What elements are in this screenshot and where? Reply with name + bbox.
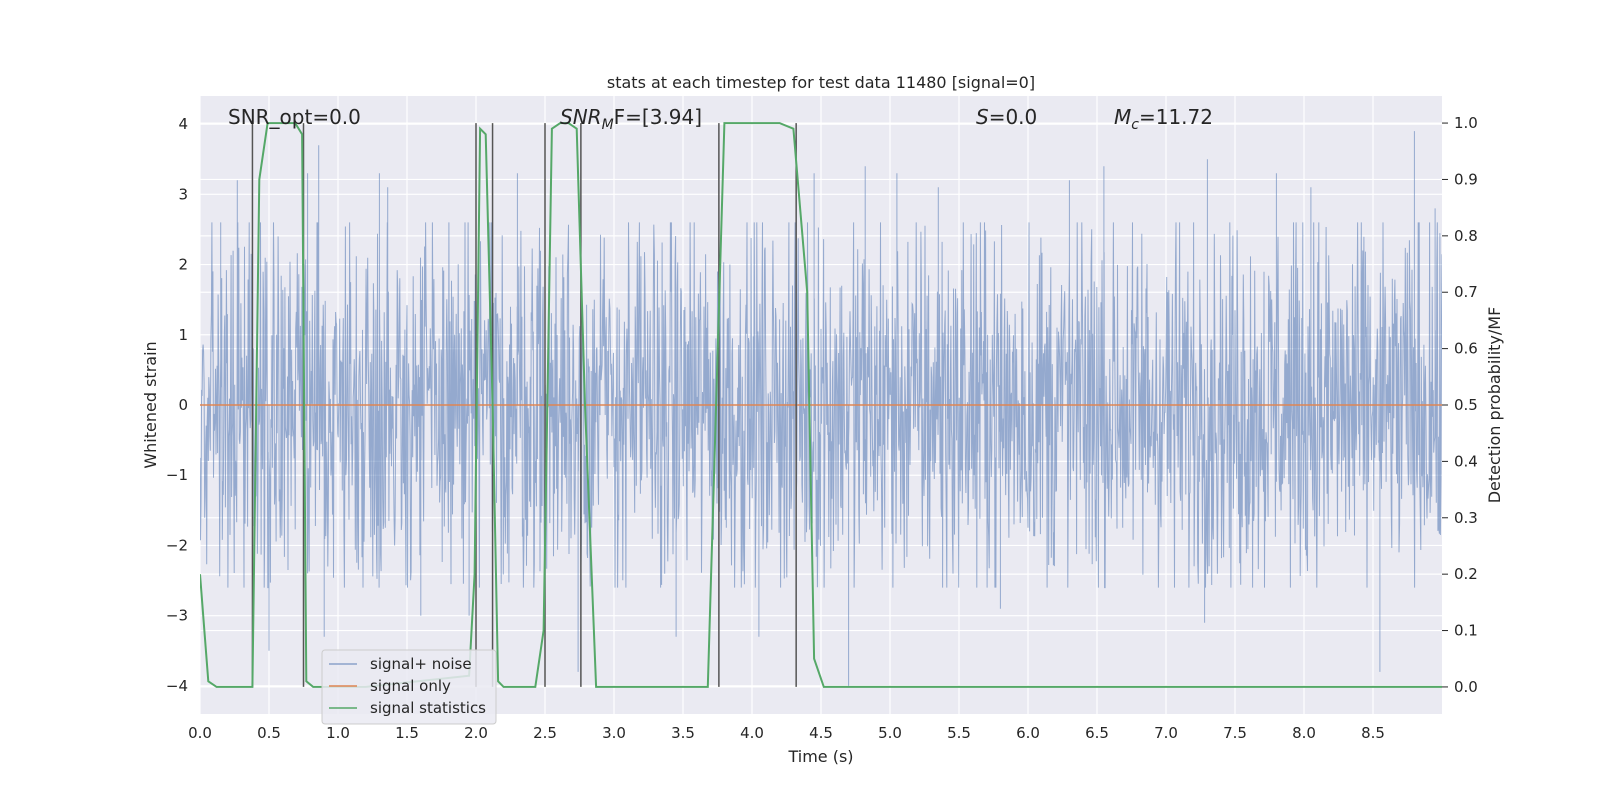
x-axis-ticks: 0.0 0.5 1.0 1.5 2.0 2.5 3.0 3.5 4.0 4.5 5.0 5.5 6.0 6… xyxy=(188,724,1385,742)
legend-box xyxy=(321,649,497,725)
y-tick-label: 4 xyxy=(178,115,188,133)
mc-subscript: c xyxy=(1131,117,1139,133)
y-tick-label: −1 xyxy=(166,466,188,484)
y-tick-label: 3 xyxy=(178,185,188,203)
y2-tick-label: 0.7 xyxy=(1454,283,1478,301)
y2-tick-label: 0.2 xyxy=(1454,565,1478,583)
x-tick-label: 3.0 xyxy=(602,724,626,742)
y2-tick-label: 0.0 xyxy=(1454,678,1478,696)
x-tick-label: 2.0 xyxy=(464,724,488,742)
annotation-snr-mf: SNRMF=[3.94] xyxy=(560,105,702,133)
x-tick-label: 8.0 xyxy=(1292,724,1316,742)
y2-axis-ticks: 0.0 0.1 0.2 0.3 0.4 0.5 0.6 0.7 0.8 0.9 1.0 xyxy=(1442,114,1478,696)
annotation-mc: Mc=11.72 xyxy=(1114,105,1213,133)
legend-label-signal: signal only xyxy=(370,677,451,695)
y2-tick-label: 0.3 xyxy=(1454,509,1478,527)
x-tick-label: 1.0 xyxy=(326,724,350,742)
y-tick-label: 0 xyxy=(178,396,188,414)
signal-statistics-line xyxy=(200,122,1442,688)
x-tick-label: 5.5 xyxy=(947,724,971,742)
x-tick-label: 7.5 xyxy=(1223,724,1247,742)
y-tick-label: −3 xyxy=(166,607,188,625)
x-tick-label: 2.5 xyxy=(533,724,557,742)
y-axis-label: Whitened strain xyxy=(141,341,160,468)
x-tick-label: 3.5 xyxy=(671,724,695,742)
s-rest: =0.0 xyxy=(989,105,1038,129)
x-axis-label: Time (s) xyxy=(787,747,853,766)
y2-tick-label: 0.9 xyxy=(1454,170,1478,188)
y2-tick-label: 0.8 xyxy=(1454,227,1478,245)
snr-mf-symbol: SNR xyxy=(560,105,602,129)
y2-tick-label: 0.4 xyxy=(1454,452,1478,470)
annotation-s: S=0.0 xyxy=(976,105,1037,129)
x-tick-label: 7.0 xyxy=(1154,724,1178,742)
x-tick-label: 0.0 xyxy=(188,724,212,742)
legend-label-noise: signal+ noise xyxy=(370,655,472,673)
mc-symbol: M xyxy=(1114,105,1131,129)
legend-label-stats: signal statistics xyxy=(370,699,486,717)
y2-tick-label: 1.0 xyxy=(1454,114,1478,132)
y2-tick-label: 0.6 xyxy=(1454,340,1478,358)
annotation-snr-opt: SNR_opt=0.0 xyxy=(228,105,361,129)
legend: signal+ noise signal only signal statist… xyxy=(321,649,497,725)
y2-tick-label: 0.1 xyxy=(1454,622,1478,640)
x-tick-label: 8.5 xyxy=(1361,724,1385,742)
x-tick-label: 1.5 xyxy=(395,724,419,742)
y-axis-ticks: −4 −3 −2 −1 0 1 2 3 4 xyxy=(166,115,188,695)
y-tick-label: −2 xyxy=(166,536,188,554)
x-tick-label: 4.5 xyxy=(809,724,833,742)
x-tick-label: 6.5 xyxy=(1085,724,1109,742)
y-tick-label: 1 xyxy=(178,326,188,344)
y2-axis-label: Detection probability/MF xyxy=(1485,307,1504,504)
s-symbol: S xyxy=(976,105,989,129)
y2-tick-label: 0.5 xyxy=(1454,396,1478,414)
x-tick-label: 4.0 xyxy=(740,724,764,742)
chart-title: stats at each timestep for test data 114… xyxy=(607,73,1035,92)
y-tick-label: −4 xyxy=(166,677,188,695)
x-tick-label: 0.5 xyxy=(257,724,281,742)
y-tick-label: 2 xyxy=(178,256,188,274)
mc-rest: =11.72 xyxy=(1139,105,1213,129)
x-tick-label: 5.0 xyxy=(878,724,902,742)
snr-mf-subscript: M xyxy=(602,117,614,133)
signal-statistics-series xyxy=(200,122,1442,688)
snr-mf-rest: F=[3.94] xyxy=(614,105,702,129)
x-tick-label: 6.0 xyxy=(1016,724,1040,742)
